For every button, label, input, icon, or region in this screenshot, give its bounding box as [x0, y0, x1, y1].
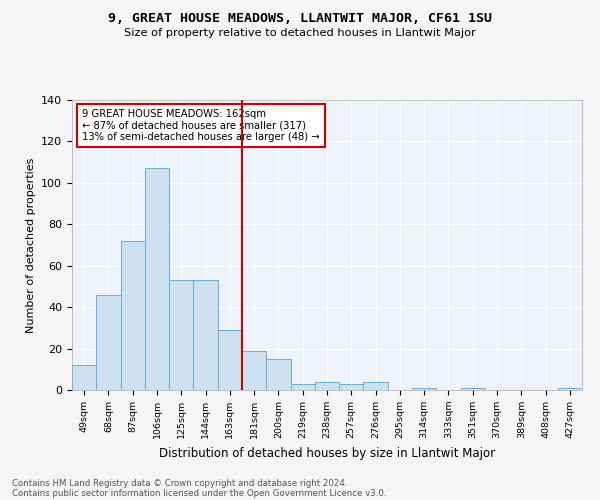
Bar — [461, 388, 485, 390]
Text: 9, GREAT HOUSE MEADOWS, LLANTWIT MAJOR, CF61 1SU: 9, GREAT HOUSE MEADOWS, LLANTWIT MAJOR, … — [108, 12, 492, 26]
Text: 9 GREAT HOUSE MEADOWS: 162sqm
← 87% of detached houses are smaller (317)
13% of : 9 GREAT HOUSE MEADOWS: 162sqm ← 87% of d… — [82, 108, 320, 142]
Bar — [193, 280, 218, 390]
Bar — [242, 350, 266, 390]
Text: Contains HM Land Registry data © Crown copyright and database right 2024.: Contains HM Land Registry data © Crown c… — [12, 478, 347, 488]
Bar — [364, 382, 388, 390]
Bar — [121, 241, 145, 390]
Bar — [339, 384, 364, 390]
Bar — [290, 384, 315, 390]
Bar — [145, 168, 169, 390]
Bar — [72, 365, 96, 390]
Bar — [218, 330, 242, 390]
Bar — [412, 388, 436, 390]
X-axis label: Distribution of detached houses by size in Llantwit Major: Distribution of detached houses by size … — [159, 446, 495, 460]
Text: Size of property relative to detached houses in Llantwit Major: Size of property relative to detached ho… — [124, 28, 476, 38]
Y-axis label: Number of detached properties: Number of detached properties — [26, 158, 35, 332]
Text: Contains public sector information licensed under the Open Government Licence v3: Contains public sector information licen… — [12, 488, 386, 498]
Bar — [96, 294, 121, 390]
Bar — [169, 280, 193, 390]
Bar — [558, 388, 582, 390]
Bar — [315, 382, 339, 390]
Bar — [266, 359, 290, 390]
